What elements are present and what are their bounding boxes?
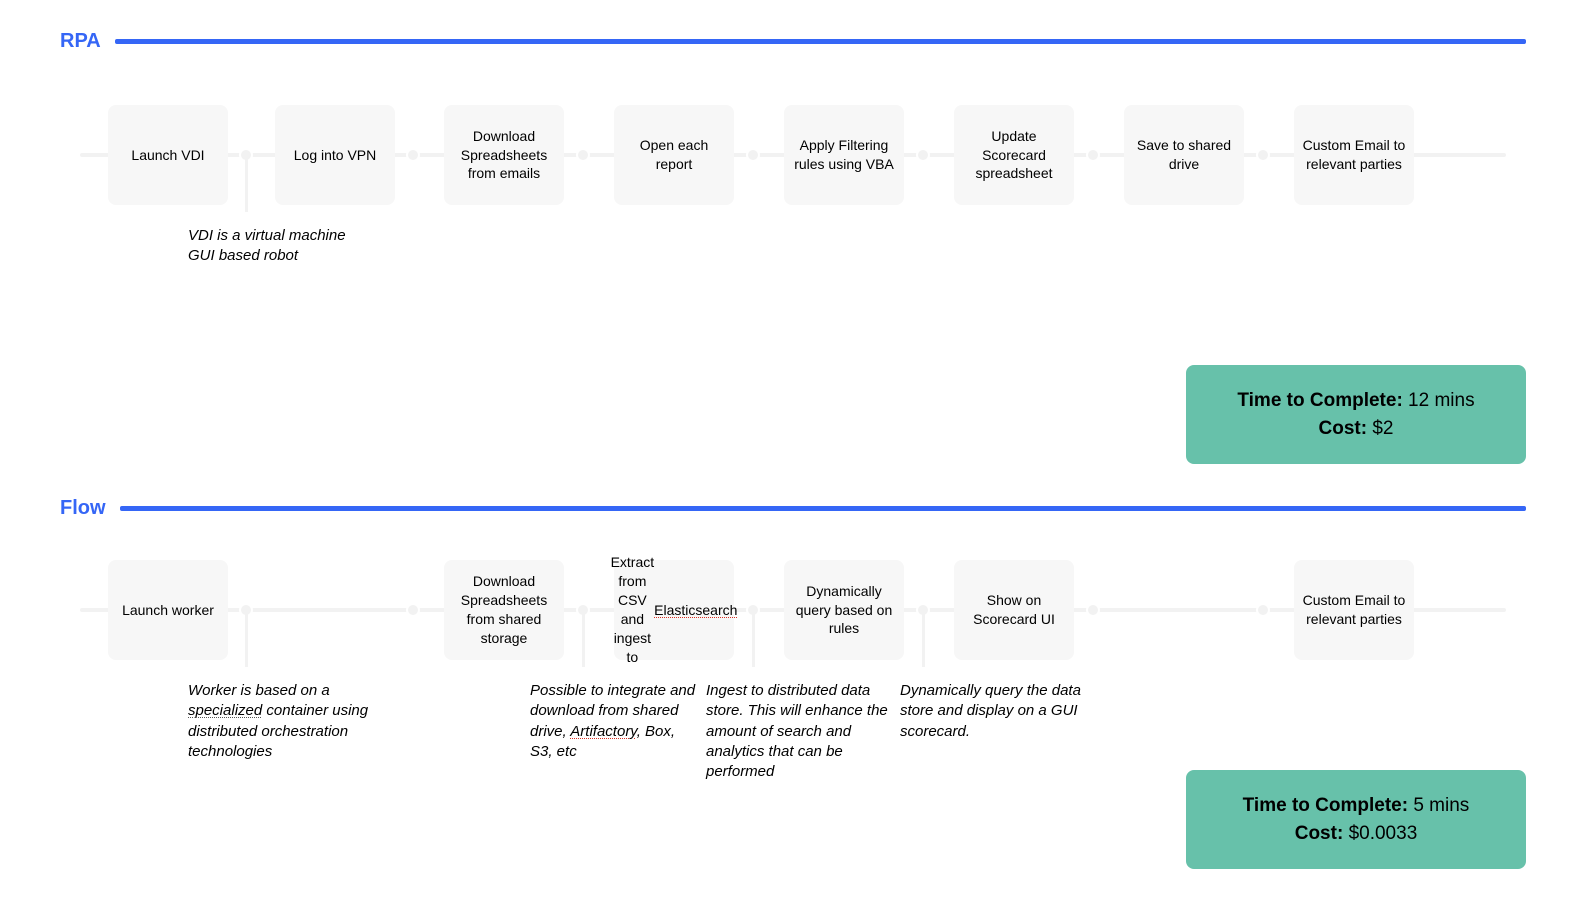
flow-rule [120, 506, 1526, 511]
rpa-step: Launch VDI [108, 105, 228, 205]
flow-title: Flow [60, 497, 106, 520]
flow-note-text: Possible to integrate and download from … [530, 681, 700, 762]
rpa-connector-dot [746, 148, 760, 162]
flow-section-header: Flow [60, 497, 1526, 520]
flow-step: Download Spreadsheets from shared storag… [444, 560, 564, 660]
flow-step: Custom Email to relevant parties [1294, 560, 1414, 660]
flow-connector-dot [1086, 603, 1100, 617]
flow-connector-dot [406, 603, 420, 617]
rpa-cost-value: $2 [1367, 418, 1393, 439]
flow-time-label: Time to Complete: [1243, 795, 1408, 816]
rpa-rule [115, 39, 1526, 44]
flow-note-stem [922, 612, 925, 667]
flow-note-stem [582, 612, 585, 667]
flow-metric-box: Time to Complete: 5 mins Cost: $0.0033 [1186, 770, 1526, 869]
rpa-step: Log into VPN [275, 105, 395, 205]
rpa-time-value: 12 mins [1403, 390, 1475, 411]
rpa-section-header: RPA [60, 30, 1526, 53]
rpa-connector-dot [1256, 148, 1270, 162]
rpa-note-stem [245, 157, 248, 212]
rpa-note-text: VDI is a virtual machine GUI based robot [188, 226, 368, 267]
flow-step: Launch worker [108, 560, 228, 660]
flow-step: Show on Scorecard UI [954, 560, 1074, 660]
rpa-connector-dot [576, 148, 590, 162]
rpa-time-label: Time to Complete: [1237, 390, 1402, 411]
flow-note-text: Ingest to distributed data store. This w… [706, 681, 891, 782]
flow-note-stem [245, 612, 248, 667]
rpa-step: Save to shared drive [1124, 105, 1244, 205]
flow-cost-value: $0.0033 [1343, 823, 1417, 844]
flow-step: Dynamically query based on rules [784, 560, 904, 660]
flow-step: Extract from CSV and ingest to Elasticse… [614, 560, 734, 660]
rpa-metric-box: Time to Complete: 12 mins Cost: $2 [1186, 365, 1526, 464]
rpa-connector-dot [1086, 148, 1100, 162]
rpa-connector-dot [916, 148, 930, 162]
flow-time-value: 5 mins [1408, 795, 1469, 816]
rpa-step: Update Scorecard spreadsheet [954, 105, 1074, 205]
rpa-title: RPA [60, 30, 101, 53]
rpa-cost-label: Cost: [1319, 418, 1368, 439]
rpa-connector-dot [406, 148, 420, 162]
flow-note-text: Worker is based on a specialized contain… [188, 681, 378, 762]
flow-note-text: Dynamically query the data store and dis… [900, 681, 1085, 742]
rpa-step: Custom Email to relevant parties [1294, 105, 1414, 205]
rpa-step: Download Spreadsheets from emails [444, 105, 564, 205]
flow-note-stem [752, 612, 755, 667]
flow-cost-label: Cost: [1295, 823, 1344, 844]
flow-connector-dot [1256, 603, 1270, 617]
rpa-step: Apply Filtering rules using VBA [784, 105, 904, 205]
rpa-step: Open each report [614, 105, 734, 205]
